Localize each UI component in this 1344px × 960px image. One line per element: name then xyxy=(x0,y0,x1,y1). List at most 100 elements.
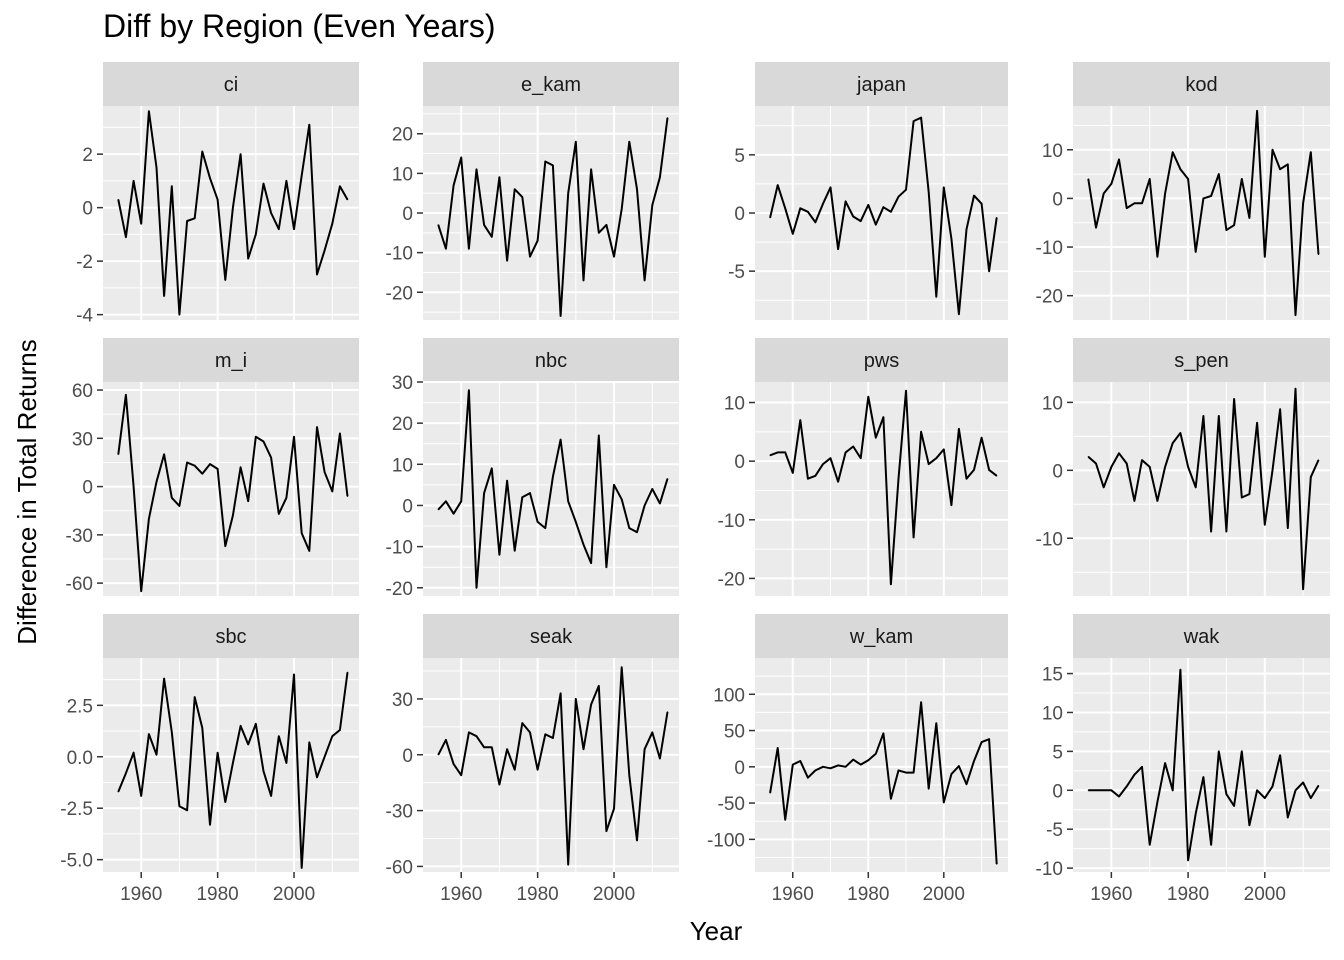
data-point xyxy=(920,431,922,433)
data-point xyxy=(628,774,630,776)
data-point xyxy=(262,440,265,443)
data-point xyxy=(552,164,554,167)
data-point xyxy=(331,735,333,737)
y-tick-label: 20 xyxy=(392,414,413,435)
data-point xyxy=(1218,415,1220,417)
facet-strip xyxy=(103,614,359,658)
data-point xyxy=(1110,183,1112,185)
data-point xyxy=(1302,202,1304,204)
data-point xyxy=(943,448,945,451)
data-point xyxy=(867,396,869,398)
data-point xyxy=(845,451,847,453)
data-point xyxy=(1294,314,1297,316)
data-point xyxy=(125,772,127,774)
data-point xyxy=(799,419,801,421)
y-tick-label: 60 xyxy=(72,381,93,402)
x-axis-title: Year xyxy=(690,916,743,946)
data-point xyxy=(935,296,937,298)
data-point xyxy=(567,500,569,502)
data-point xyxy=(1187,859,1189,861)
data-point xyxy=(301,174,303,177)
facet-strip-label: sbc xyxy=(215,626,246,648)
data-point xyxy=(867,759,869,761)
data-point xyxy=(483,492,485,494)
y-tick-label: -2.5 xyxy=(60,799,93,820)
data-point xyxy=(217,752,219,754)
data-point xyxy=(1103,789,1105,791)
data-point xyxy=(807,777,809,779)
data-point xyxy=(140,795,142,797)
data-point xyxy=(148,518,150,520)
data-point xyxy=(452,513,455,515)
data-point xyxy=(1225,530,1228,533)
data-point xyxy=(171,731,173,733)
data-point xyxy=(598,685,600,687)
data-point xyxy=(239,466,242,468)
data-point xyxy=(132,752,135,754)
y-tick-label: 0.0 xyxy=(67,748,93,769)
data-point xyxy=(860,457,862,459)
data-point xyxy=(239,153,242,155)
facet-strip-label: m_i xyxy=(215,350,247,372)
data-point xyxy=(285,180,288,182)
data-point xyxy=(1287,527,1289,529)
data-point xyxy=(582,543,585,546)
data-point xyxy=(1218,173,1220,175)
data-point xyxy=(890,798,892,800)
y-tick-label: -5 xyxy=(728,262,745,283)
data-point xyxy=(605,566,608,568)
data-point xyxy=(943,186,945,189)
data-point xyxy=(521,496,523,498)
y-tick-label: -5.0 xyxy=(60,851,93,872)
y-tick-label: -60 xyxy=(386,857,413,878)
data-point xyxy=(308,550,310,552)
data-point xyxy=(659,757,661,760)
data-point xyxy=(247,500,249,502)
data-point xyxy=(324,249,326,252)
data-point xyxy=(1264,256,1266,258)
data-point xyxy=(1241,496,1243,499)
data-point xyxy=(445,739,447,741)
data-point xyxy=(1264,797,1266,799)
y-tick-label: -10 xyxy=(386,538,413,559)
data-point xyxy=(209,463,211,465)
data-point xyxy=(890,583,892,585)
data-point xyxy=(784,207,786,209)
data-point xyxy=(209,824,211,826)
data-point xyxy=(163,677,165,680)
facet-panel-japan: japan 5 0 -5 xyxy=(728,62,1008,320)
data-point xyxy=(544,160,546,163)
facet-strip-label: seak xyxy=(530,626,573,648)
data-point xyxy=(636,531,638,533)
data-point xyxy=(875,224,877,226)
data-point xyxy=(920,117,922,119)
data-point xyxy=(928,191,930,193)
facet-strip-label: japan xyxy=(856,74,906,96)
data-point xyxy=(125,394,127,396)
data-point xyxy=(201,727,203,729)
data-point xyxy=(293,228,295,230)
data-point xyxy=(912,120,915,122)
y-tick-label: 0 xyxy=(402,204,413,225)
data-point xyxy=(255,233,257,235)
data-point xyxy=(559,315,562,317)
data-point xyxy=(1279,754,1281,756)
facet-strip xyxy=(1073,614,1330,658)
data-point xyxy=(1195,486,1197,488)
facet-strip-label: kod xyxy=(1185,74,1217,96)
facet-strip-label: ci xyxy=(224,74,238,96)
data-point xyxy=(590,562,592,564)
data-point xyxy=(201,150,203,153)
data-point xyxy=(980,203,983,205)
y-tick-label: 0 xyxy=(1052,189,1063,210)
data-point xyxy=(148,733,150,735)
data-point xyxy=(598,434,600,437)
data-point xyxy=(1302,588,1304,590)
data-point xyxy=(575,141,577,143)
data-point xyxy=(1118,452,1120,454)
data-point xyxy=(452,184,455,186)
y-tick-label: 15 xyxy=(1042,665,1063,686)
y-tick-label: 0 xyxy=(402,746,413,767)
y-tick-label: 0 xyxy=(1052,461,1063,482)
data-point xyxy=(331,223,333,225)
